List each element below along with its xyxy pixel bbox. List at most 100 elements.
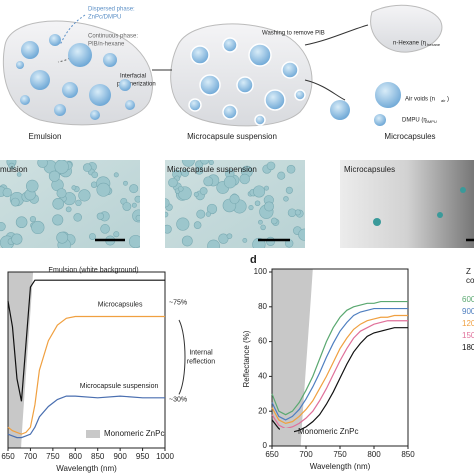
droplet — [125, 100, 135, 110]
y-tick-label: 40 — [258, 372, 267, 381]
droplet — [168, 177, 178, 188]
arrow — [304, 24, 369, 46]
droplet — [73, 213, 82, 222]
x-tick-label: 850 — [401, 450, 415, 459]
data-line — [7, 315, 165, 435]
label: Continuous phase: — [88, 34, 138, 40]
y-axis-label: Reflectance (%) — [242, 330, 251, 387]
droplet — [286, 164, 296, 174]
x-tick-label: 800 — [367, 450, 381, 459]
droplet — [123, 180, 128, 186]
label: PIB/n-hexane — [88, 42, 125, 48]
droplet — [71, 185, 77, 191]
droplet — [260, 224, 266, 231]
droplet — [223, 175, 237, 189]
droplet — [11, 233, 23, 245]
droplet — [75, 199, 82, 207]
droplet — [52, 214, 64, 226]
droplet — [208, 160, 214, 166]
series-label: Emulsion (white background) — [48, 267, 138, 274]
label: n-Hexane (η — [393, 41, 426, 47]
droplet — [207, 239, 220, 248]
droplet — [91, 171, 99, 179]
droplet — [285, 186, 293, 194]
droplet — [129, 184, 139, 194]
micrograph-label: mulsion — [0, 165, 28, 174]
y-tick-label: 80 — [258, 302, 267, 311]
schematic: Dispersed phase: ZnPc/DMPU Continuous ph… — [2, 4, 449, 141]
droplet — [277, 171, 286, 180]
label: Dispersed phase: — [88, 7, 135, 13]
droplet — [100, 224, 110, 234]
droplet — [135, 214, 140, 222]
droplet — [131, 202, 137, 208]
droplet — [78, 189, 91, 202]
capsule — [460, 187, 466, 193]
droplet — [56, 188, 67, 199]
label: air — [441, 98, 446, 103]
droplet — [96, 212, 105, 220]
droplet — [20, 95, 30, 105]
droplet — [128, 234, 140, 248]
capsule — [373, 218, 381, 226]
legend-label: 900 — [462, 307, 474, 316]
x-tick-label: 750 — [46, 452, 60, 461]
droplet — [253, 185, 266, 198]
x-axis-label: Wavelength (nm) — [310, 462, 371, 471]
annotation: reflection — [187, 359, 216, 366]
droplet — [248, 43, 272, 67]
droplet — [242, 238, 248, 243]
annotation: Internal — [189, 350, 213, 357]
emulsion-blob — [2, 20, 154, 126]
legend-label: 1800 — [462, 343, 474, 352]
absorption-band — [272, 269, 313, 446]
droplet — [122, 202, 132, 211]
legend-swatch — [280, 428, 294, 436]
bracket — [178, 319, 186, 395]
droplet — [294, 209, 301, 216]
droplet — [52, 197, 65, 210]
series-label: Microcapsule suspension — [80, 383, 159, 390]
label: Interfacial — [120, 74, 146, 80]
droplet — [264, 89, 286, 111]
x-tick-label: 650 — [265, 450, 279, 459]
data-line — [271, 307, 408, 421]
legend-label: 1200 — [462, 319, 474, 328]
droplet — [56, 231, 69, 244]
droplet — [264, 185, 269, 191]
x-tick-label: 950 — [136, 452, 150, 461]
droplet — [281, 61, 299, 79]
droplet — [199, 74, 221, 96]
droplet — [176, 217, 190, 231]
droplet — [134, 195, 140, 203]
droplet — [165, 198, 170, 208]
droplet — [254, 114, 266, 126]
y-tick-label: 20 — [258, 406, 267, 415]
micrograph-label: Microcapsules — [344, 165, 395, 174]
x-tick-label: 850 — [91, 452, 105, 461]
y-tick-label: 100 — [254, 267, 268, 276]
legend-label: Monomeric ZnPc — [298, 427, 358, 436]
droplet — [30, 70, 50, 90]
legend-label: Monomeric ZnPc — [104, 429, 164, 438]
label: DMPU (n — [402, 118, 427, 124]
droplet — [196, 209, 206, 219]
data-line — [271, 320, 408, 430]
droplet — [0, 221, 6, 232]
droplet — [193, 221, 202, 229]
data-line — [7, 279, 165, 402]
droplet — [48, 170, 61, 182]
droplet — [83, 163, 92, 172]
absorption-band — [8, 272, 34, 448]
droplet — [254, 200, 261, 207]
droplet — [89, 84, 111, 106]
x-tick-label: 900 — [113, 452, 127, 461]
micrograph — [340, 160, 474, 248]
droplet — [226, 233, 233, 240]
droplet — [177, 186, 184, 192]
x-axis-label: Wavelength (nm) — [56, 464, 117, 473]
x-tick-label: 800 — [69, 452, 83, 461]
panel-letter: d — [250, 254, 257, 266]
droplet — [62, 82, 78, 98]
